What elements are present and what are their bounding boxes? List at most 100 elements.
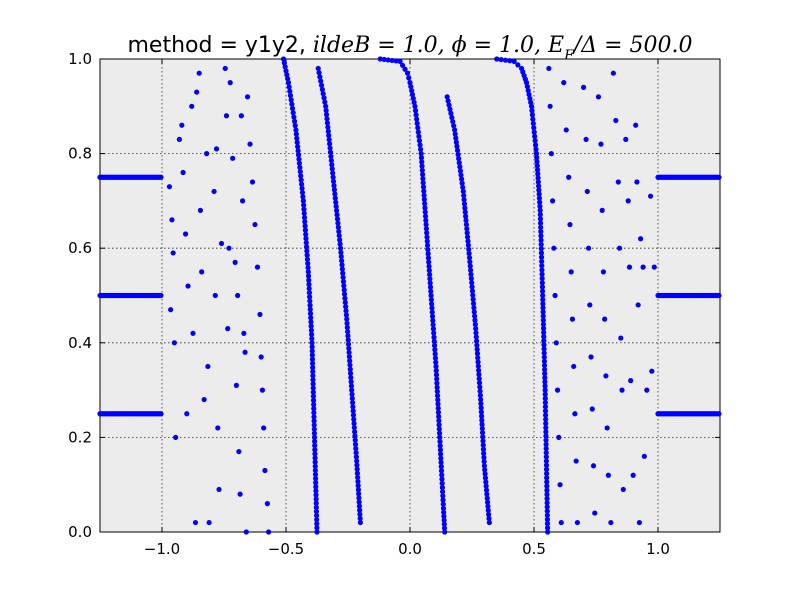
- data-point-345: [312, 443, 318, 449]
- data-point-403: [334, 216, 341, 222]
- data-point-778: [541, 362, 548, 369]
- data-point-339: [311, 418, 317, 424]
- data-point-856: [235, 292, 241, 299]
- data-point-438: [347, 362, 353, 368]
- data-point-747: [538, 233, 544, 239]
- data-point-573: [437, 438, 443, 445]
- data-point-786: [542, 395, 548, 402]
- data-point-699: [486, 519, 492, 526]
- data-point-421: [341, 291, 348, 297]
- data-point-278: [297, 164, 303, 171]
- chart-title-plain: method = y1y2,: [127, 33, 312, 58]
- data-point-823: [171, 340, 177, 346]
- data-point-790: [543, 412, 549, 418]
- data-point-700: [494, 56, 500, 62]
- data-point-333: [310, 393, 317, 399]
- data-point-366: [314, 529, 320, 535]
- data-point-754: [539, 263, 545, 269]
- data-point-927: [633, 122, 639, 128]
- data-point-694: [484, 499, 491, 505]
- data-point-776: [541, 354, 547, 360]
- data-point-291: [302, 219, 308, 225]
- data-point-346: [312, 447, 318, 453]
- data-point-439: [347, 366, 353, 372]
- data-point-334: [310, 397, 317, 403]
- data-point-678: [480, 434, 486, 440]
- data-point-357: [313, 492, 319, 498]
- data-point-800: [543, 454, 549, 460]
- data-point-649: [472, 313, 478, 319]
- data-point-726: [533, 146, 539, 152]
- data-point-355: [313, 484, 319, 490]
- data-point-480: [389, 57, 395, 64]
- data-point-674: [479, 417, 485, 423]
- data-point-544: [430, 317, 436, 324]
- data-point-588: [440, 501, 446, 507]
- data-point-472: [356, 503, 363, 509]
- data-point-737: [536, 191, 542, 197]
- data-point-300: [304, 256, 311, 262]
- data-point-654: [473, 334, 479, 340]
- data-point-860: [240, 198, 246, 204]
- data-point-822: [168, 307, 174, 313]
- data-point-515: [421, 196, 427, 203]
- data-point-565: [435, 405, 441, 411]
- data-point-364: [314, 521, 320, 527]
- data-point-533: [427, 272, 433, 278]
- data-point-327: [310, 368, 316, 375]
- data-point-83: [716, 411, 722, 417]
- data-point-919: [618, 335, 624, 341]
- data-point-336: [311, 406, 317, 412]
- data-point-409: [337, 241, 343, 247]
- data-point-771: [541, 334, 547, 340]
- data-point-594: [441, 525, 448, 531]
- data-point-717: [529, 108, 535, 114]
- data-point-402: [334, 212, 340, 218]
- data-point-832: [190, 330, 196, 336]
- data-point-377: [323, 107, 329, 114]
- data-point-633: [466, 246, 472, 252]
- data-point-482: [397, 58, 403, 64]
- data-point-524: [424, 234, 430, 240]
- data-point-308: [306, 290, 313, 296]
- data-point-900: [585, 245, 592, 251]
- data-point-599: [447, 106, 453, 112]
- data-point-260: [287, 88, 293, 94]
- data-point-617: [459, 180, 465, 186]
- data-point-307: [306, 285, 312, 292]
- data-point-386: [327, 145, 333, 151]
- data-point-284: [299, 189, 306, 196]
- data-point-499: [415, 129, 421, 135]
- data-point-904: [590, 463, 597, 469]
- data-point-400: [333, 203, 339, 210]
- data-point-251: [716, 174, 722, 180]
- data-point-436: [346, 354, 352, 360]
- data-point-342: [311, 430, 318, 436]
- data-point-296: [303, 240, 309, 246]
- data-point-383: [326, 132, 332, 139]
- data-point-41: [158, 411, 164, 417]
- data-point-811: [544, 500, 550, 506]
- data-point-615: [458, 172, 464, 178]
- data-point-547: [431, 330, 437, 336]
- data-point-399: [333, 199, 339, 205]
- data-point-318: [309, 331, 315, 338]
- data-point-426: [343, 312, 349, 318]
- data-point-373: [320, 91, 326, 97]
- data-point-315: [308, 319, 314, 325]
- data-point-416: [340, 270, 346, 276]
- data-point-535: [427, 280, 433, 286]
- data-point-638: [468, 267, 474, 273]
- data-point-479: [385, 57, 391, 63]
- data-point-455: [352, 433, 358, 439]
- data-point-297: [303, 244, 310, 250]
- data-point-324: [309, 356, 316, 362]
- data-point-411: [338, 249, 344, 255]
- data-point-735: [536, 183, 542, 189]
- data-point-810: [544, 496, 550, 502]
- data-point-736: [536, 187, 542, 193]
- data-point-852: [227, 80, 233, 86]
- data-point-280: [298, 173, 304, 179]
- data-point-905: [592, 510, 598, 516]
- data-point-423: [342, 299, 348, 306]
